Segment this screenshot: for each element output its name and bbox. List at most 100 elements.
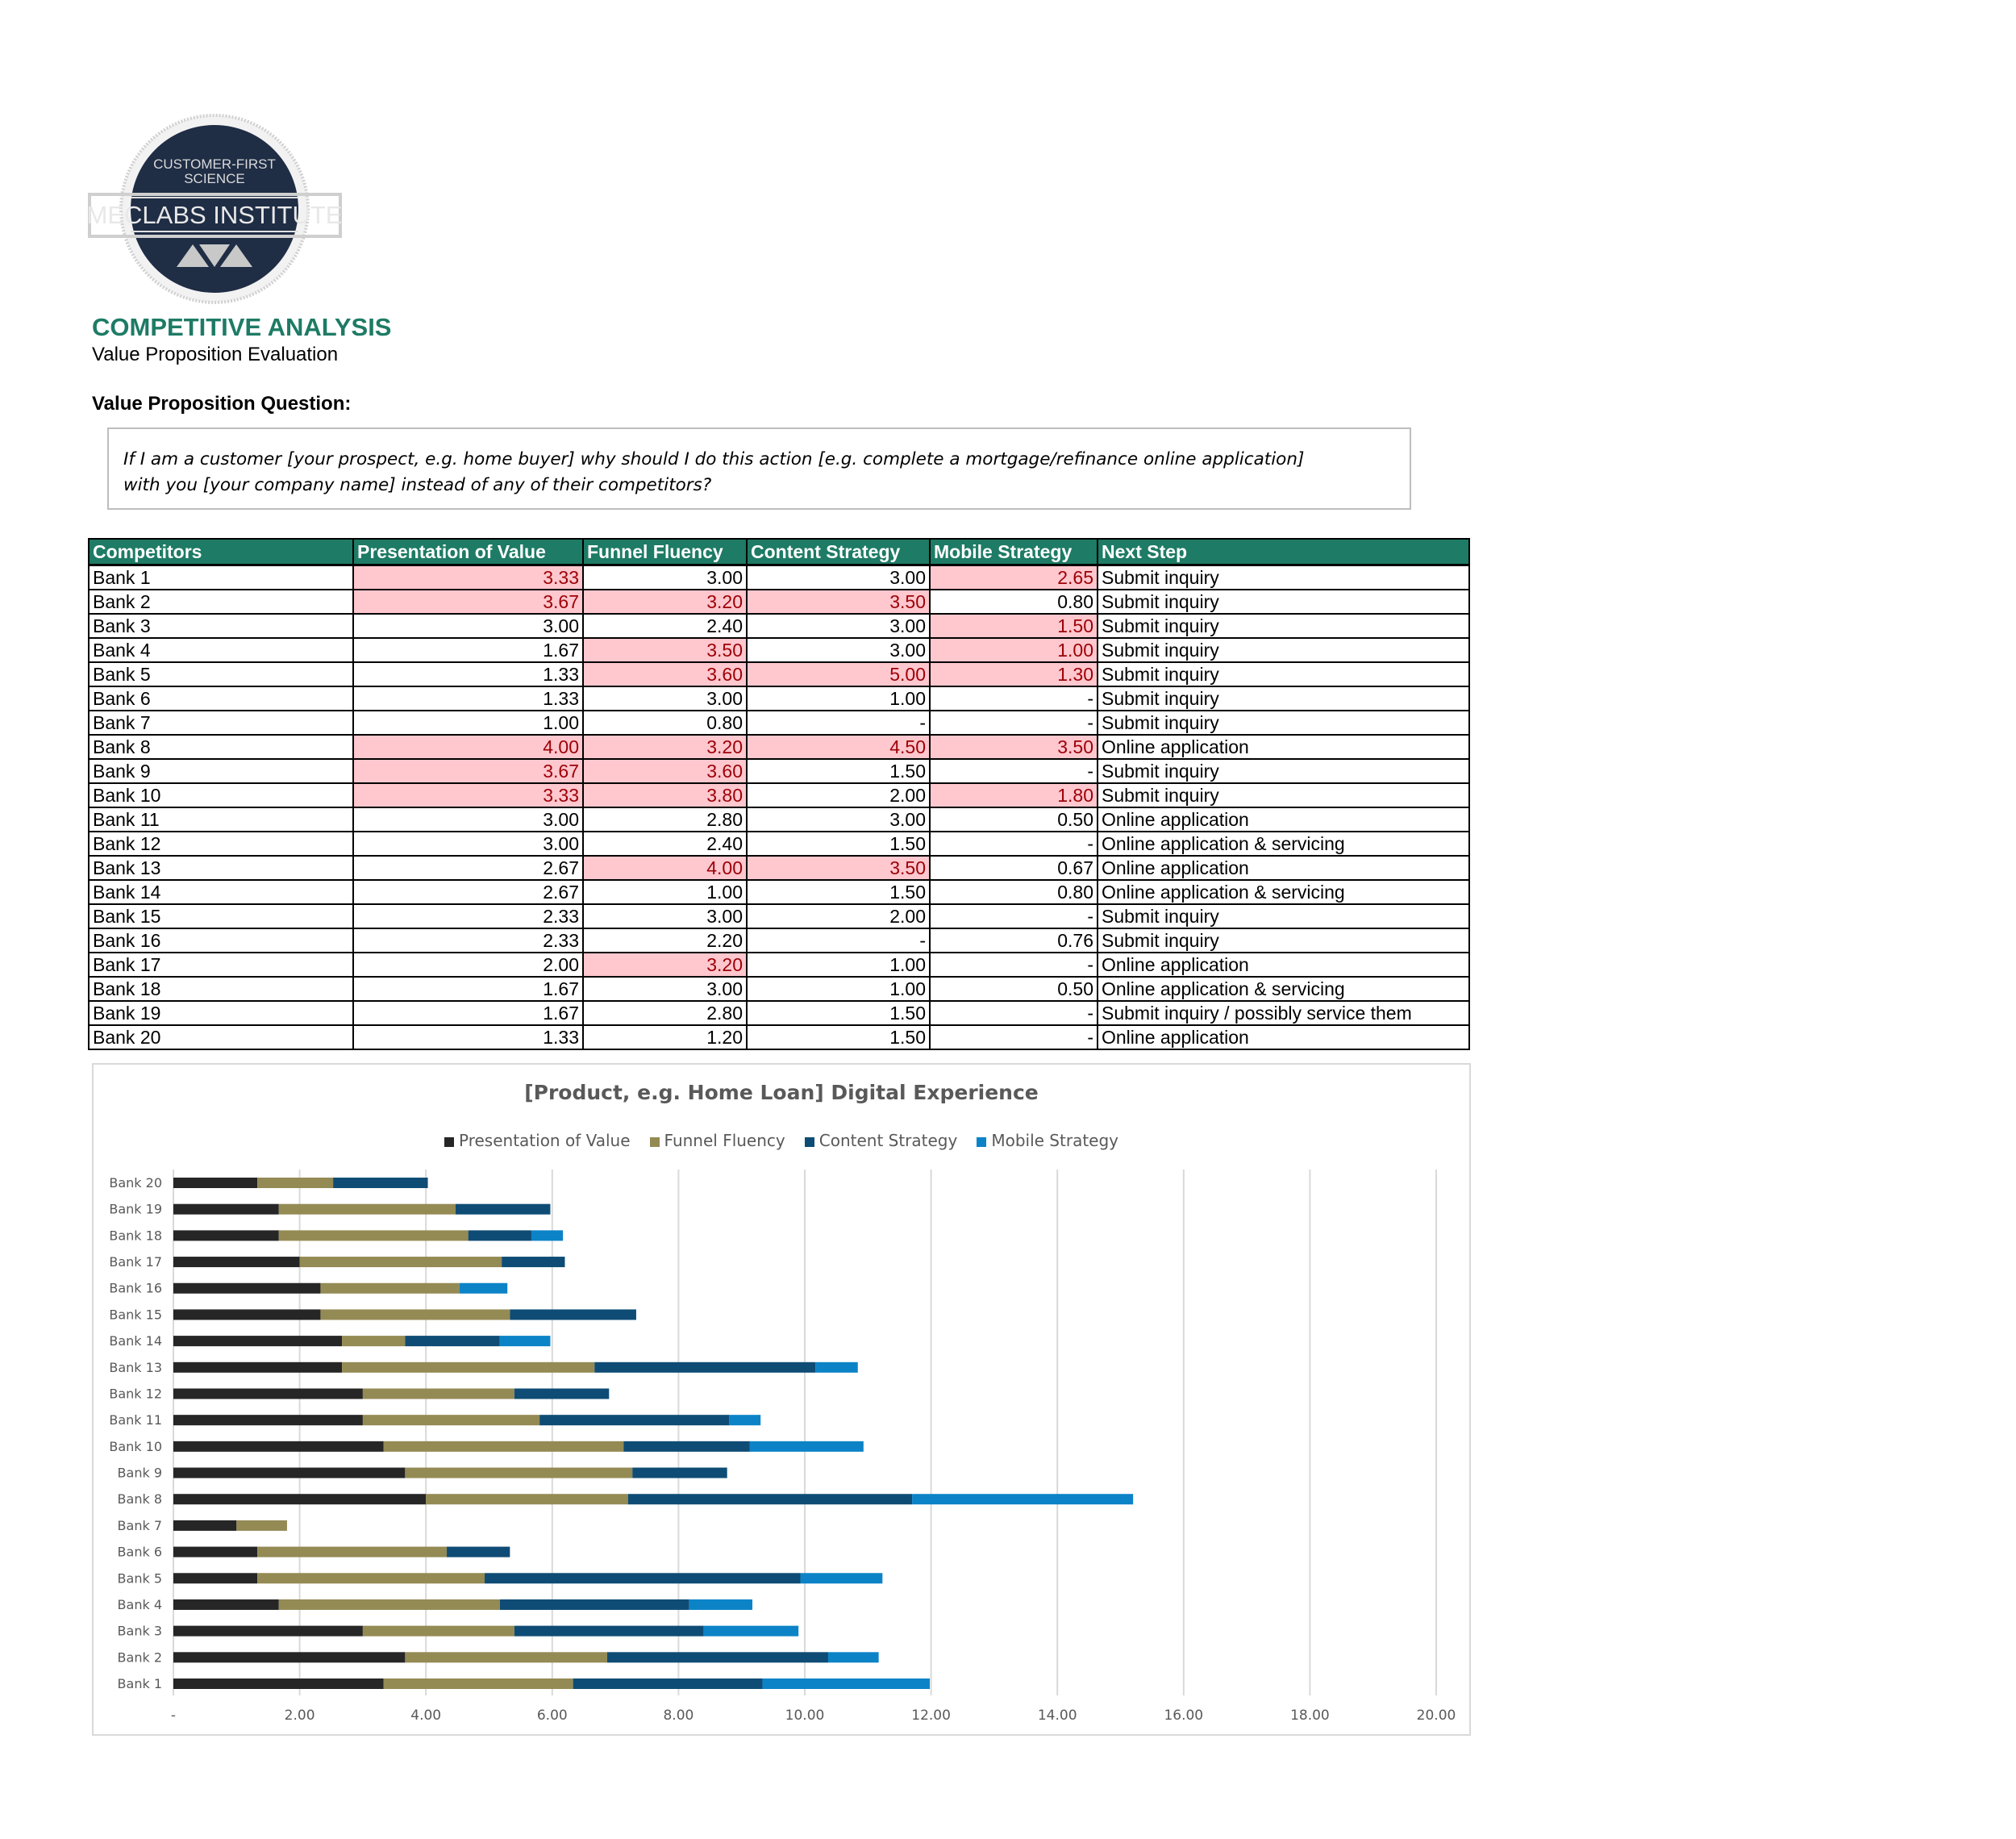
bar-segment bbox=[405, 1336, 500, 1347]
bar-segment bbox=[514, 1388, 610, 1399]
bar-segment bbox=[459, 1282, 508, 1294]
score-cell: 4.00 bbox=[582, 855, 748, 881]
next-step: Submit inquiry bbox=[1097, 710, 1470, 736]
next-step: Online application bbox=[1097, 734, 1470, 760]
table-header-row: Competitors Presentation of Value Funnel F… bbox=[88, 538, 1470, 566]
bar-segment bbox=[627, 1494, 913, 1505]
y-tick-label: Bank 12 bbox=[109, 1386, 162, 1401]
score-cell: 2.20 bbox=[582, 928, 748, 953]
legend-label: Content Strategy bbox=[818, 1131, 958, 1150]
bar-segment bbox=[827, 1652, 879, 1663]
page-subtitle: Value Proposition Evaluation bbox=[92, 344, 339, 365]
table-row: Bank 11 3.00 2.80 3.00 0.50 Online applicatio… bbox=[88, 807, 1470, 832]
score-cell: 3.00 bbox=[582, 564, 748, 590]
bar-segment bbox=[447, 1546, 510, 1558]
y-tick-label: Bank 1 bbox=[118, 1676, 162, 1691]
bar-segment bbox=[173, 1230, 279, 1241]
table-row: Bank 6 1.33 3.00 1.00- Submit inquiry bbox=[88, 686, 1470, 711]
next-step: Online application bbox=[1097, 807, 1470, 832]
score-cell: 1.50 bbox=[746, 1024, 931, 1050]
score-cell: 1.33 bbox=[352, 686, 584, 711]
bar-segment bbox=[278, 1230, 469, 1241]
score-cell: 3.00 bbox=[352, 807, 584, 832]
score-cell: 3.00 bbox=[582, 976, 748, 1002]
bar-segment bbox=[405, 1652, 607, 1663]
score-cell: - bbox=[929, 710, 1098, 736]
y-tick-label: Bank 4 bbox=[118, 1597, 162, 1612]
legend-swatch bbox=[444, 1136, 454, 1147]
score-cell: 1.30 bbox=[929, 661, 1098, 687]
next-step: Online application & servicing bbox=[1097, 831, 1470, 857]
bar-segment bbox=[173, 1336, 343, 1347]
bar-segment bbox=[632, 1467, 727, 1478]
bar-segment bbox=[342, 1336, 406, 1347]
score-cell: 3.00 bbox=[746, 807, 931, 832]
bar-segment bbox=[320, 1309, 510, 1320]
score-cell: 0.50 bbox=[929, 807, 1098, 832]
bar-segment bbox=[573, 1678, 763, 1689]
score-cell: 0.80 bbox=[929, 589, 1098, 615]
question-label: Value Proposition Question: bbox=[92, 393, 352, 415]
bar-segment bbox=[703, 1625, 799, 1637]
competitor-name: Bank 3 bbox=[88, 613, 354, 639]
next-step: Submit inquiry / possibly service them bbox=[1097, 1000, 1470, 1026]
competitor-name: Bank 19 bbox=[88, 1000, 354, 1026]
score-cell: 1.80 bbox=[929, 782, 1098, 808]
score-cell: 4.00 bbox=[352, 734, 584, 760]
score-cell: 2.67 bbox=[352, 879, 584, 905]
x-tick-label: 18.00 bbox=[1290, 1708, 1330, 1724]
bar-segment bbox=[173, 1309, 321, 1320]
x-tick-label: 12.00 bbox=[911, 1708, 951, 1724]
score-cell: 2.40 bbox=[582, 831, 748, 857]
bar-segment bbox=[514, 1625, 704, 1637]
meclabs-logo: CUSTOMER-FIRST SCIENCE MECLABS INSTITUTE bbox=[88, 114, 342, 304]
column-header: Presentation of Value bbox=[352, 538, 584, 566]
score-cell: 0.80 bbox=[929, 879, 1098, 905]
score-cell: 0.67 bbox=[929, 855, 1098, 881]
score-cell: 1.67 bbox=[352, 637, 584, 663]
score-cell: - bbox=[746, 710, 931, 736]
score-cell: 3.60 bbox=[582, 758, 748, 784]
score-cell: 3.00 bbox=[582, 686, 748, 711]
x-tick-label: 14.00 bbox=[1038, 1708, 1077, 1724]
bar-segment bbox=[173, 1546, 258, 1558]
table-row: Bank 1 3.33 3.00 3.00 2.65 Submit inquiry bbox=[88, 564, 1470, 590]
bar-segment bbox=[606, 1652, 828, 1663]
question-box: If I am a customer [your prospect, e.g. … bbox=[107, 427, 1411, 510]
next-step: Online application & servicing bbox=[1097, 879, 1470, 905]
competitor-name: Bank 16 bbox=[88, 928, 354, 953]
bar-segment bbox=[815, 1362, 858, 1373]
next-step: Submit inquiry bbox=[1097, 564, 1470, 590]
legend-swatch bbox=[804, 1136, 814, 1147]
legend-label: Presentation of Value bbox=[459, 1131, 631, 1150]
table-row: Bank 14 2.67 1.00 1.50 0.80 Online applicatio… bbox=[88, 879, 1470, 905]
bar-segment bbox=[383, 1441, 624, 1452]
x-tick-label: 2.00 bbox=[285, 1708, 315, 1724]
score-cell: 1.50 bbox=[746, 879, 931, 905]
x-tick-label: - bbox=[171, 1708, 176, 1724]
next-step: Online application bbox=[1097, 855, 1470, 881]
bar-segment bbox=[257, 1546, 448, 1558]
score-cell: 4.50 bbox=[746, 734, 931, 760]
svg-text:CUSTOMER-FIRST: CUSTOMER-FIRST bbox=[153, 156, 276, 172]
score-cell: 0.76 bbox=[929, 928, 1098, 953]
score-cell: 2.00 bbox=[352, 952, 584, 978]
chart-title: [Product, e.g. Home Loan] Digital Experi… bbox=[524, 1081, 1039, 1104]
competitor-name: Bank 15 bbox=[88, 903, 354, 929]
score-cell: 5.00 bbox=[746, 661, 931, 687]
competitor-name: Bank 13 bbox=[88, 855, 354, 881]
table-row: Bank 10 3.33 3.80 2.00 1.80 Submit inquiry bbox=[88, 782, 1470, 808]
bar-segment bbox=[362, 1388, 514, 1399]
legend-item: Presentation of Value bbox=[444, 1131, 631, 1150]
y-tick-label: Bank 18 bbox=[109, 1228, 162, 1243]
score-cell: 1.00 bbox=[746, 686, 931, 711]
bar-segment bbox=[362, 1625, 514, 1637]
legend-swatch bbox=[977, 1136, 987, 1147]
competitor-name: Bank 8 bbox=[88, 734, 354, 760]
score-cell: 3.80 bbox=[582, 782, 748, 808]
score-cell: 1.50 bbox=[746, 1000, 931, 1026]
y-tick-label: Bank 6 bbox=[118, 1545, 162, 1560]
bar-segment bbox=[405, 1467, 633, 1478]
table-row: Bank 16 2.33 2.20-0.76 Submit inquiry bbox=[88, 928, 1470, 953]
y-tick-label: Bank 7 bbox=[118, 1518, 162, 1533]
